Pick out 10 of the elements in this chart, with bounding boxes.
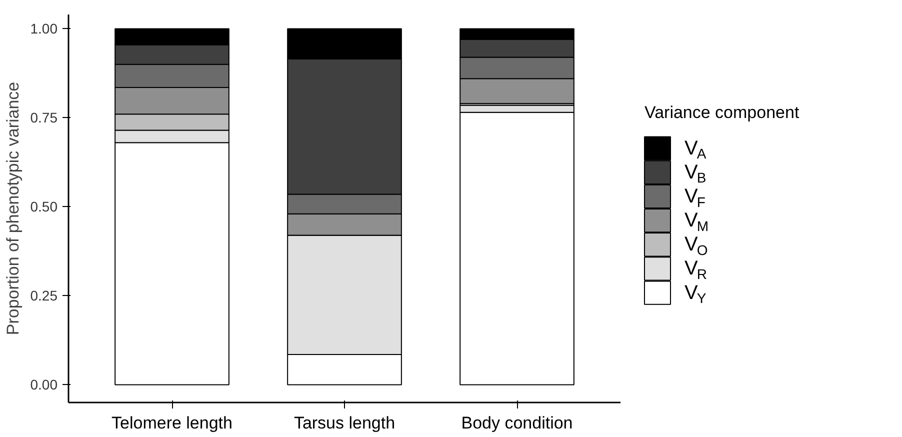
y-axis-title: Proportion of phenotypic variance xyxy=(3,82,22,336)
y-tick-label: 0.50 xyxy=(30,198,58,215)
y-tick-label: 1.00 xyxy=(30,20,58,37)
legend-title: Variance component xyxy=(644,103,800,122)
x-tick-label: Telomere length xyxy=(112,414,232,432)
y-tick-label: 0.25 xyxy=(30,288,58,304)
x-tick-label: Tarsus length xyxy=(294,414,396,432)
y-tick-label: 0.75 xyxy=(30,110,58,126)
x-tick-label: Body condition xyxy=(461,414,573,432)
y-tick-label: 0.00 xyxy=(30,376,58,393)
